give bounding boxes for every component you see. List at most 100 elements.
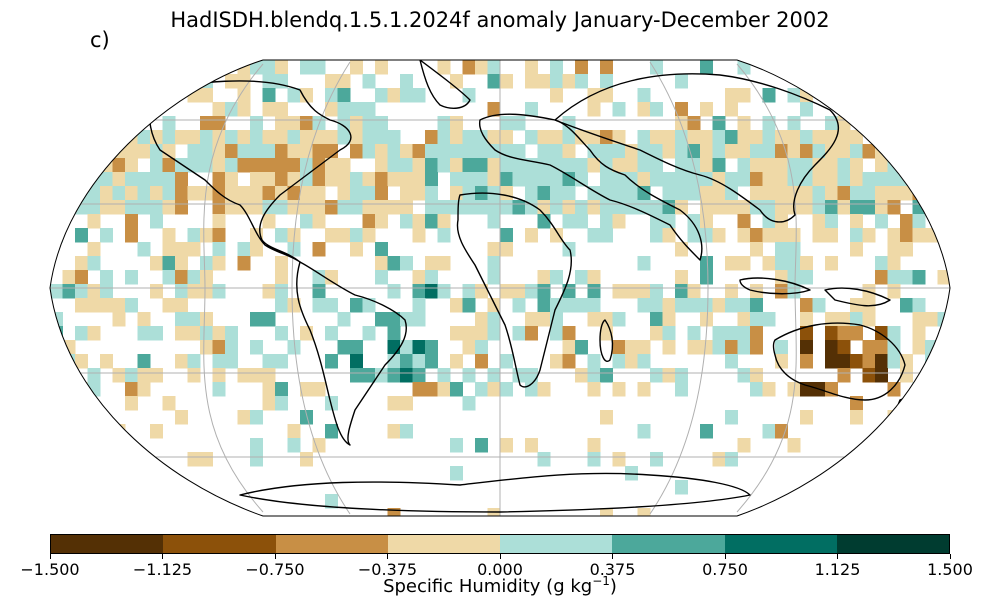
grid-cell bbox=[762, 382, 776, 397]
grid-cell bbox=[800, 354, 813, 369]
grid-cell bbox=[900, 130, 913, 145]
grid-cell bbox=[912, 298, 926, 313]
grid-cell bbox=[587, 158, 601, 173]
grid-cell bbox=[800, 270, 813, 285]
grid-cell bbox=[925, 200, 938, 215]
grid-cell bbox=[837, 130, 851, 145]
grid-cell bbox=[700, 214, 713, 229]
grid-cell bbox=[262, 284, 276, 299]
grid-cell bbox=[725, 410, 738, 425]
grid-cell bbox=[225, 158, 238, 173]
grid-cell bbox=[825, 354, 838, 369]
grid-cell bbox=[625, 158, 638, 173]
grid-cell bbox=[225, 354, 238, 369]
grid-cell bbox=[487, 382, 501, 397]
grid-cell bbox=[175, 326, 188, 341]
grid-cell bbox=[112, 200, 126, 215]
grid-cell bbox=[75, 88, 88, 103]
grid-cell bbox=[475, 130, 488, 145]
grid-cell bbox=[112, 312, 126, 327]
grid-cell bbox=[325, 270, 338, 285]
grid-cell bbox=[487, 368, 501, 383]
grid-cell bbox=[62, 130, 76, 145]
grid-cell bbox=[912, 228, 926, 243]
grid-cell bbox=[925, 340, 938, 355]
grid-cell bbox=[187, 354, 201, 369]
grid-cell bbox=[212, 382, 226, 397]
grid-cell bbox=[362, 214, 376, 229]
grid-cell bbox=[300, 382, 313, 397]
grid-cell bbox=[412, 298, 426, 313]
grid-cell bbox=[437, 158, 451, 173]
grid-cell bbox=[525, 326, 538, 341]
grid-cell bbox=[87, 130, 101, 145]
grid-cell bbox=[50, 368, 63, 383]
grid-cell bbox=[137, 200, 151, 215]
grid-cell bbox=[400, 158, 413, 173]
grid-cell bbox=[862, 354, 876, 369]
grid-cell bbox=[75, 144, 88, 159]
grid-cell bbox=[437, 144, 451, 159]
grid-cell bbox=[137, 144, 151, 159]
grid-cell bbox=[487, 326, 501, 341]
grid-cell bbox=[812, 144, 826, 159]
grid-cell bbox=[162, 144, 176, 159]
grid-cell bbox=[412, 172, 426, 187]
grid-cell bbox=[75, 172, 88, 187]
grid-cell bbox=[475, 200, 488, 215]
grid-cell bbox=[162, 88, 176, 103]
coastlines bbox=[148, 60, 912, 513]
grid-cell bbox=[400, 424, 413, 439]
graticule bbox=[50, 60, 950, 516]
grid-cell bbox=[900, 102, 913, 117]
grid-cell bbox=[575, 368, 588, 383]
grid-cell bbox=[612, 452, 626, 467]
grid-cell bbox=[812, 200, 826, 215]
grid-cell bbox=[575, 60, 588, 75]
grid-cell bbox=[500, 242, 513, 257]
grid-cell bbox=[600, 508, 613, 516]
grid-cell bbox=[562, 340, 576, 355]
colorbar-tick bbox=[49, 554, 51, 559]
grid-cell bbox=[175, 186, 188, 201]
grid-cell bbox=[362, 228, 376, 243]
grid-cell bbox=[275, 130, 288, 145]
grid-cell bbox=[250, 368, 263, 383]
grid-cell bbox=[212, 102, 226, 117]
grid-cell bbox=[525, 186, 538, 201]
grid-cell bbox=[475, 60, 488, 75]
grid-cell bbox=[475, 354, 488, 369]
grid-cell bbox=[312, 200, 326, 215]
grid-cell bbox=[675, 74, 688, 89]
grid-cell bbox=[487, 130, 501, 145]
grid-cell bbox=[650, 214, 663, 229]
grid-cell bbox=[912, 200, 926, 215]
grid-cell bbox=[300, 452, 313, 467]
grid-cell bbox=[400, 214, 413, 229]
grid-cell bbox=[312, 186, 326, 201]
grid-cell bbox=[475, 158, 488, 173]
grid-cell bbox=[800, 130, 813, 145]
grid-cell bbox=[762, 200, 776, 215]
grid-cell bbox=[550, 270, 563, 285]
grid-cell bbox=[737, 340, 751, 355]
grid-cell bbox=[200, 228, 213, 243]
grid-cell bbox=[325, 158, 338, 173]
grid-cell bbox=[262, 74, 276, 89]
grid-cell bbox=[812, 214, 826, 229]
grid-cell bbox=[387, 340, 401, 355]
grid-cell bbox=[637, 340, 651, 355]
grid-cell bbox=[662, 298, 676, 313]
grid-cell bbox=[637, 172, 651, 187]
grid-cell bbox=[462, 368, 476, 383]
grid-cell bbox=[450, 326, 463, 341]
grid-cell bbox=[700, 424, 713, 439]
grid-cell bbox=[462, 340, 476, 355]
grid-cell bbox=[450, 438, 463, 453]
grid-cell bbox=[700, 228, 713, 243]
grid-cell bbox=[462, 172, 476, 187]
grid-cell bbox=[312, 298, 326, 313]
grid-cell bbox=[900, 214, 913, 229]
grid-cell bbox=[562, 74, 576, 89]
grid-cell bbox=[500, 130, 513, 145]
